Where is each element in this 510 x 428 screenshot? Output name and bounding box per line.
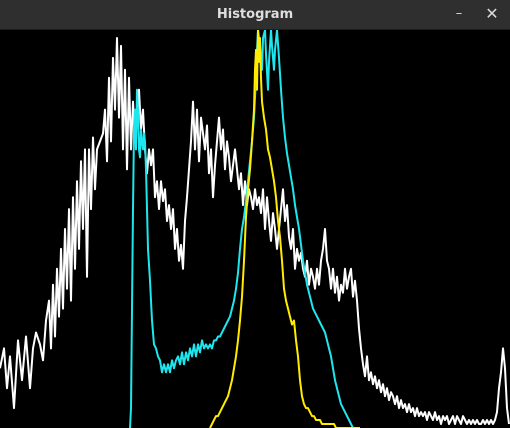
histogram-cyan-curve xyxy=(129,30,354,428)
title-bar[interactable]: Histogram – ✕ xyxy=(0,0,510,30)
histogram-white-curve xyxy=(0,37,510,425)
window-title: Histogram xyxy=(216,7,294,22)
histogram-canvas xyxy=(0,30,510,428)
histogram-yellow-curve xyxy=(209,30,360,428)
close-button[interactable]: ✕ xyxy=(479,2,505,26)
minimize-button[interactable]: – xyxy=(446,2,472,26)
close-icon: ✕ xyxy=(485,4,499,23)
histogram-chart xyxy=(0,30,510,428)
minimize-icon: – xyxy=(455,6,463,21)
